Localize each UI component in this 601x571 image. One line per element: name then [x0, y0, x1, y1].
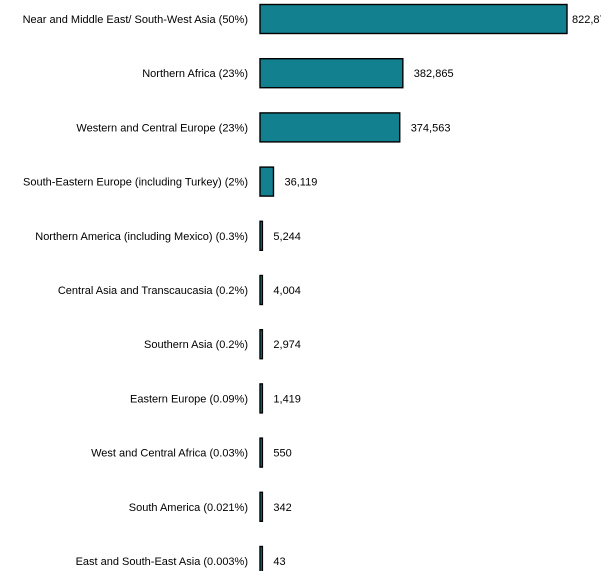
category-label: Western and Central Europe (23%) [76, 122, 248, 134]
category-label: East and South-East Asia (0.003%) [76, 556, 248, 568]
bar [259, 112, 401, 143]
bar [259, 3, 568, 35]
bar [259, 545, 264, 571]
bar [259, 274, 264, 306]
data-label: 2,974 [273, 339, 301, 351]
data-label: 43 [273, 556, 285, 568]
bar [259, 166, 275, 197]
data-label: 1,419 [273, 393, 301, 405]
data-label: 550 [273, 448, 291, 460]
category-label: West and Central Africa (0.03%) [91, 448, 248, 460]
category-label: Near and Middle East/ South-West Asia (5… [23, 14, 248, 26]
data-label: 36,119 [285, 177, 318, 189]
bar [259, 329, 264, 360]
category-label: Southern Asia (0.2%) [144, 339, 248, 351]
data-label: 382,865 [414, 68, 454, 80]
category-label: South-Eastern Europe (including Turkey) … [23, 177, 248, 189]
bar [259, 220, 264, 252]
category-label: Central Asia and Transcaucasia (0.2%) [58, 285, 248, 297]
data-label: 342 [273, 502, 291, 514]
category-label: Northern Africa (23%) [142, 68, 248, 80]
category-label: South America (0.021%) [129, 502, 248, 514]
bar [259, 383, 264, 414]
bar [259, 58, 404, 89]
data-label: 5,244 [273, 231, 301, 243]
labels-layer: Near and Middle East/ South-West Asia (5… [23, 14, 601, 568]
bars-layer [259, 3, 568, 571]
data-label: 374,563 [411, 122, 451, 134]
bar [259, 437, 264, 468]
category-label: Eastern Europe (0.09%) [130, 393, 248, 405]
bar [259, 491, 264, 522]
category-label: Northern America (including Mexico) (0.3… [35, 231, 248, 243]
data-label: 4,004 [273, 285, 301, 297]
data-label: 822,870 [572, 14, 601, 26]
